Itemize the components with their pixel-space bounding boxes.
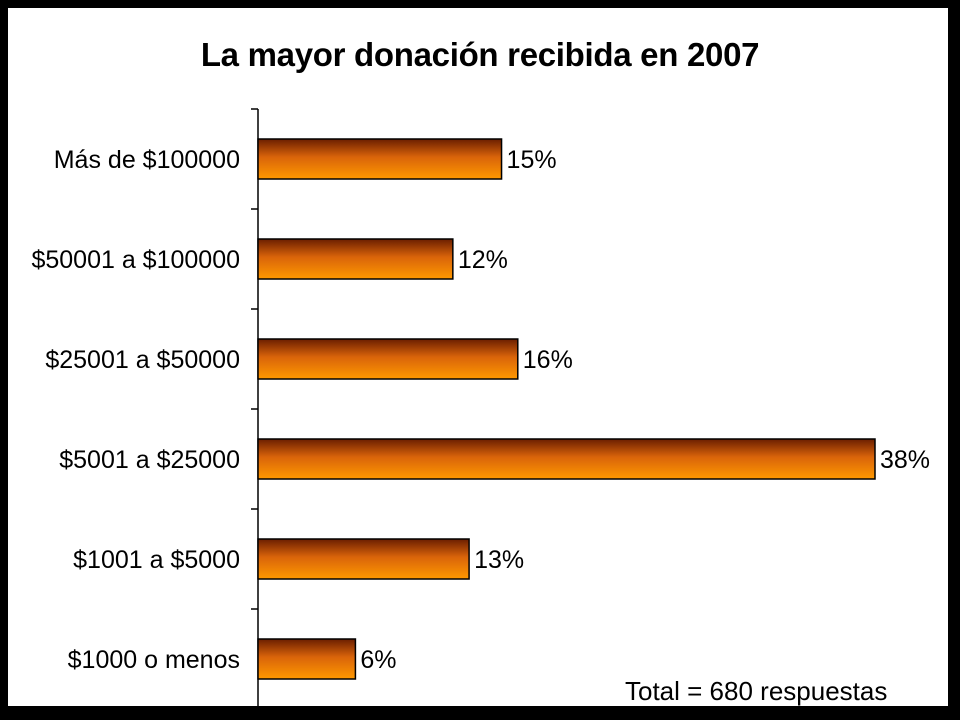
- bar: [257, 638, 357, 680]
- slide: La mayor donación recibida en 2007 Más d…: [8, 8, 948, 706]
- data-label: 38%: [880, 446, 930, 474]
- data-label: 16%: [523, 346, 573, 374]
- total-responses-note: Total = 680 respuestas: [625, 676, 888, 706]
- chart-title: La mayor donación recibida en 2007: [200, 36, 760, 73]
- bar: [257, 338, 519, 380]
- bar: [257, 238, 454, 280]
- bar: [257, 138, 503, 180]
- bar: [257, 438, 876, 480]
- data-label: 15%: [507, 146, 557, 174]
- category-label: Más de $100000: [54, 146, 240, 174]
- category-label: $5001 a $25000: [59, 446, 240, 474]
- bar-chart: Más de $100000 15% $50001 a $100000 12% $250…: [31, 108, 930, 706]
- category-label: $50001 a $100000: [31, 246, 240, 274]
- category-label: $25001 a $50000: [45, 346, 240, 374]
- category-label: $1000 o menos: [68, 646, 240, 674]
- category-label: $1001 a $5000: [73, 546, 240, 574]
- data-label: 12%: [458, 246, 508, 274]
- data-label: 6%: [360, 646, 396, 674]
- data-label: 13%: [474, 546, 524, 574]
- bar: [257, 538, 470, 580]
